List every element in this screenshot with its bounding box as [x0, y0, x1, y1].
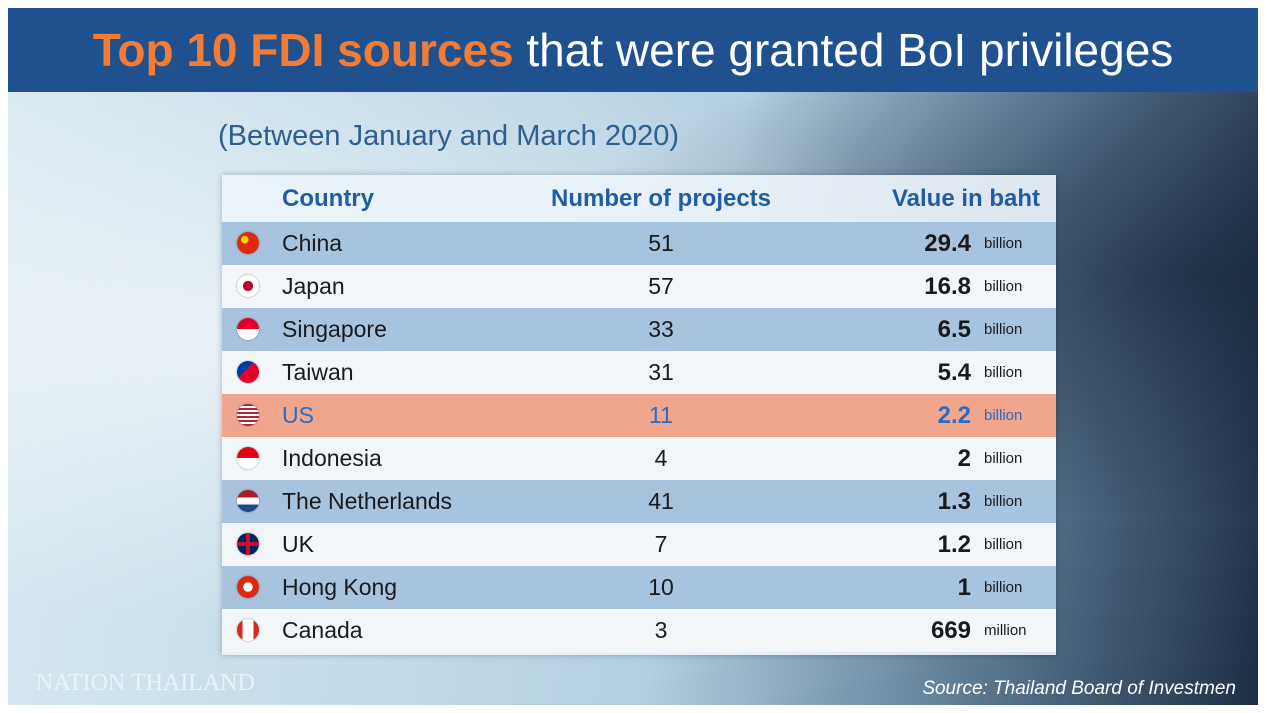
- value-unit: billion: [984, 523, 1022, 566]
- flag-icon: [237, 232, 259, 254]
- infographic: Top 10 FDI sources that were granted BoI…: [8, 8, 1258, 705]
- source: Source: Thailand Board of Investmen: [922, 678, 1236, 700]
- value-unit: billion: [984, 437, 1022, 480]
- country-name: Japan: [282, 265, 345, 308]
- country-name: UK: [282, 523, 314, 566]
- value-amount: 16.8: [924, 265, 971, 308]
- value-amount: 29.4: [924, 222, 971, 265]
- project-count: 57: [602, 265, 720, 308]
- value-amount: 5.4: [938, 351, 971, 394]
- value-unit: million: [984, 609, 1027, 652]
- table-row: The Netherlands 41 1.3 billion: [222, 480, 1056, 523]
- flag-icon: [237, 619, 259, 641]
- value-amount: 1: [958, 566, 971, 609]
- value-unit: billion: [984, 351, 1022, 394]
- flag-icon: [237, 361, 259, 383]
- country-name: Singapore: [282, 308, 387, 351]
- value-unit: billion: [984, 308, 1022, 351]
- table-row: Hong Kong 10 1 billion: [222, 566, 1056, 609]
- table-row: Canada 3 669 million: [222, 609, 1056, 652]
- value-amount: 1.3: [938, 480, 971, 523]
- title-rest: that were granted BoI privileges: [526, 24, 1173, 76]
- project-count: 3: [602, 609, 720, 652]
- project-count: 10: [602, 566, 720, 609]
- subtitle: (Between January and March 2020): [218, 120, 679, 153]
- header: Top 10 FDI sources that were granted BoI…: [8, 8, 1258, 92]
- value-amount: 669: [931, 609, 971, 652]
- value-amount: 1.2: [938, 523, 971, 566]
- column-header: Number of projects: [542, 175, 780, 222]
- table-row: UK 7 1.2 billion: [222, 523, 1056, 566]
- country-name: Indonesia: [282, 437, 382, 480]
- table-row: Taiwan 31 5.4 billion: [222, 351, 1056, 394]
- value-unit: billion: [984, 222, 1022, 265]
- project-count: 4: [602, 437, 720, 480]
- country-name: China: [282, 222, 342, 265]
- value-unit: billion: [984, 265, 1022, 308]
- value-unit: billion: [984, 480, 1022, 523]
- project-count: 7: [602, 523, 720, 566]
- table-row: US 11 2.2 billion: [222, 394, 1056, 437]
- flag-icon: [237, 404, 259, 426]
- table-row: Indonesia 4 2 billion: [222, 437, 1056, 480]
- column-header: Country: [282, 175, 374, 222]
- value-amount: 2: [958, 437, 971, 480]
- flag-icon: [237, 447, 259, 469]
- country-name: The Netherlands: [282, 480, 452, 523]
- table: Country Number of projects Value in baht…: [222, 175, 1056, 655]
- title-highlight: Top 10 FDI sources: [93, 24, 514, 76]
- table-row: China 51 29.4 billion: [222, 222, 1056, 265]
- value-unit: billion: [984, 394, 1022, 437]
- country-name: Hong Kong: [282, 566, 397, 609]
- flag-icon: [237, 318, 259, 340]
- column-header: Value in baht: [892, 175, 1040, 222]
- page: Top 10 FDI sources that were granted BoI…: [0, 0, 1266, 713]
- flag-icon: [237, 533, 259, 555]
- value-unit: billion: [984, 566, 1022, 609]
- project-count: 51: [602, 222, 720, 265]
- flag-icon: [237, 275, 259, 297]
- project-count: 11: [602, 394, 720, 437]
- table-row: Japan 57 16.8 billion: [222, 265, 1056, 308]
- country-name: Canada: [282, 609, 363, 652]
- project-count: 33: [602, 308, 720, 351]
- logo: NATION THAILAND: [36, 670, 255, 697]
- flag-icon: [237, 490, 259, 512]
- table-row: Singapore 33 6.5 billion: [222, 308, 1056, 351]
- project-count: 41: [602, 480, 720, 523]
- value-amount: 6.5: [938, 308, 971, 351]
- country-name: US: [282, 394, 314, 437]
- flag-icon: [237, 576, 259, 598]
- value-amount: 2.2: [938, 394, 971, 437]
- project-count: 31: [602, 351, 720, 394]
- country-name: Taiwan: [282, 351, 354, 394]
